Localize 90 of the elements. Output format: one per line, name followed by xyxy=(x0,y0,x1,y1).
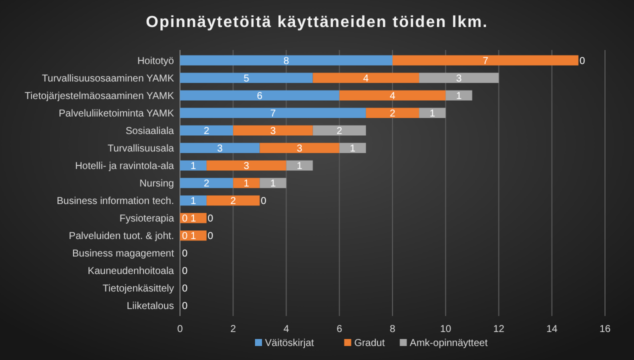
data-label: 0 xyxy=(260,196,267,208)
legend-label: Amk-opinnäytteet xyxy=(410,338,488,349)
bar xyxy=(339,90,446,100)
data-label: 1 xyxy=(190,196,196,208)
y-tick-label: Turvallisuusosaaminen YAMK xyxy=(42,73,174,84)
bar xyxy=(419,108,446,118)
x-tick-label: 14 xyxy=(546,324,558,335)
bar xyxy=(233,178,260,188)
legend-label: Gradut xyxy=(354,338,385,349)
x-tick-label: 8 xyxy=(390,324,396,335)
data-label: 0 xyxy=(182,231,188,242)
data-label: 0 xyxy=(579,56,586,67)
bar xyxy=(180,142,260,154)
data-label: 3 xyxy=(270,126,276,137)
data-label: 3 xyxy=(456,73,462,84)
x-tick-label: 6 xyxy=(336,324,343,335)
data-label: 0 xyxy=(182,248,188,260)
data-label: 2 xyxy=(230,196,236,208)
y-tick-label: Palveluliiketoiminta YAMK xyxy=(58,108,174,120)
x-tick-label: 10 xyxy=(440,324,452,335)
data-label: 1 xyxy=(190,231,196,242)
y-tick-label: Kauneudenhoitoala xyxy=(88,266,174,278)
data-label: 0 xyxy=(182,266,188,278)
y-tick-label: Fysioterapia xyxy=(120,214,174,225)
bar xyxy=(312,125,366,136)
x-tick-label: 2 xyxy=(230,324,236,335)
x-tick-label: 12 xyxy=(493,324,505,335)
y-tick-label: Business magagement xyxy=(72,248,174,260)
x-tick-label: 16 xyxy=(599,324,611,335)
legend-label: Väitöskirjat xyxy=(265,338,314,349)
x-tick-label: 0 xyxy=(177,324,184,335)
y-tick-label: Business information tech. xyxy=(56,196,174,208)
y-tick-label: Tietojärjestelmäosaaminen YAMK xyxy=(24,90,174,102)
bar xyxy=(180,178,234,188)
data-label: 0 xyxy=(182,301,188,312)
bar xyxy=(312,72,420,83)
y-tick-label: Hoitotyö xyxy=(137,56,174,67)
chart-title: Opinnäytetöitä käyttäneiden töiden lkm. xyxy=(146,14,488,31)
data-label: 1 xyxy=(270,178,276,190)
bar xyxy=(260,178,286,188)
data-label: 1 xyxy=(456,90,462,102)
data-label: 8 xyxy=(283,56,290,67)
bar xyxy=(180,195,207,206)
bar xyxy=(180,125,234,136)
bar xyxy=(180,160,207,171)
data-label: 4 xyxy=(390,90,396,102)
data-label: 3 xyxy=(244,160,250,172)
data-label: 3 xyxy=(217,143,224,154)
bar xyxy=(180,72,313,83)
data-label: 3 xyxy=(296,143,303,154)
bar xyxy=(180,90,340,100)
bar xyxy=(446,90,472,100)
data-label: 1 xyxy=(296,160,303,172)
bar xyxy=(180,55,392,66)
data-label: 6 xyxy=(256,90,263,102)
bar xyxy=(419,72,499,83)
data-label: 2 xyxy=(204,178,210,190)
bar xyxy=(180,108,366,118)
y-tick-label: Tietojenkäsittely xyxy=(102,284,174,295)
data-label: 7 xyxy=(270,108,276,120)
data-label: 1 xyxy=(190,160,196,172)
data-label: 1 xyxy=(190,214,196,225)
data-label: 0 xyxy=(182,284,188,295)
bar xyxy=(392,55,578,66)
bar xyxy=(339,142,366,154)
y-tick-label: Liiketalous xyxy=(126,301,174,312)
bar xyxy=(260,142,340,154)
data-label: 0 xyxy=(182,214,188,225)
data-label: 2 xyxy=(204,126,210,137)
data-label: 0 xyxy=(208,231,214,242)
data-label: 7 xyxy=(482,56,489,67)
data-label: 1 xyxy=(430,108,436,120)
data-label: 4 xyxy=(363,73,370,84)
y-tick-label: Sosiaaliala xyxy=(126,126,174,137)
data-label: 1 xyxy=(244,178,250,190)
y-tick-label: Hotelli- ja ravintola-ala xyxy=(75,160,174,172)
y-tick-label: Turvallisuusala xyxy=(108,143,174,154)
data-label: 2 xyxy=(336,126,343,137)
data-label: 0 xyxy=(208,214,214,225)
bar xyxy=(286,160,313,171)
data-label: 2 xyxy=(390,108,396,120)
data-label: 5 xyxy=(244,73,250,84)
data-label: 1 xyxy=(350,143,356,154)
bar xyxy=(206,160,286,171)
bar xyxy=(233,125,313,136)
bar xyxy=(206,195,260,206)
bar xyxy=(366,108,420,118)
y-tick-label: Palveluiden tuot. & joht. xyxy=(68,231,174,242)
y-tick-label: Nursing xyxy=(140,178,174,190)
x-tick-label: 4 xyxy=(283,324,290,335)
